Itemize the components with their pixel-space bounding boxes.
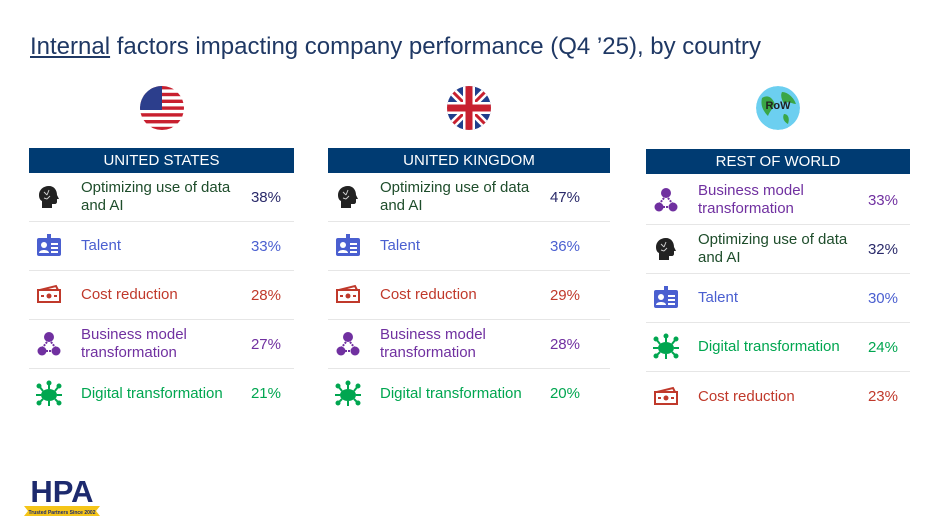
- org-network-icon: [35, 330, 63, 358]
- factor-percent: 27%: [250, 335, 281, 353]
- factor-list: Optimizing use of data and AI 38% Talent 33…: [29, 173, 294, 418]
- money-icon: [334, 281, 362, 309]
- factor-row: Digital transformation 24%: [646, 323, 910, 372]
- svg-text:HPA: HPA: [30, 474, 93, 509]
- factor-percent: 24%: [867, 338, 898, 356]
- factor-label: Talent: [698, 289, 739, 306]
- factor-percent: 29%: [549, 286, 580, 304]
- title-text: factors impacting company performance (Q…: [110, 33, 762, 60]
- org-network-icon: [652, 186, 680, 214]
- factor-label: Optimizing use of data and AI: [698, 231, 848, 266]
- id-badge-icon: [334, 232, 362, 260]
- country-header: UNITED STATES: [29, 148, 294, 173]
- title-emphasis: Internal: [30, 33, 111, 60]
- factor-percent: 30%: [867, 289, 898, 307]
- id-badge-icon: [35, 232, 63, 260]
- id-badge-icon: [652, 284, 680, 312]
- uk-flag-icon: [447, 86, 491, 130]
- virus-network-icon: [35, 380, 63, 408]
- virus-network-icon: [652, 333, 680, 361]
- brain-head-icon: [35, 183, 63, 211]
- brain-head-icon: [652, 235, 680, 263]
- factor-row: Talent 33%: [29, 222, 294, 271]
- factor-label: Talent: [81, 237, 122, 254]
- factor-label: Optimizing use of data and AI: [81, 179, 231, 214]
- factor-percent: 23%: [867, 388, 898, 405]
- factor-label: Business model transformation: [698, 182, 804, 217]
- factor-row: Optimizing use of data and AI 38%: [29, 173, 294, 222]
- factor-percent: 47%: [549, 188, 580, 206]
- factor-percent: 20%: [549, 385, 580, 402]
- factor-percent: 33%: [867, 191, 898, 209]
- factor-row: Cost reduction 29%: [328, 271, 610, 320]
- factor-percent: 28%: [250, 286, 281, 304]
- factor-label: Digital transformation: [698, 338, 840, 355]
- virus-network-icon: [334, 380, 362, 408]
- money-icon: [652, 383, 680, 411]
- country-header: UNITED KINGDOM: [328, 148, 610, 173]
- brain-head-icon: [334, 183, 362, 211]
- factor-row: Talent 30%: [646, 274, 910, 323]
- factor-row: Digital transformation 21%: [29, 369, 294, 418]
- factor-label: Optimizing use of data and AI: [380, 179, 530, 214]
- country-header: REST OF WORLD: [646, 149, 910, 174]
- factor-label: Cost reduction: [380, 286, 477, 303]
- svg-text:Trusted Partners Since 2002: Trusted Partners Since 2002: [29, 510, 96, 516]
- page-title: Internal factors impacting company perfo…: [30, 33, 761, 61]
- factor-label: Talent: [380, 237, 421, 254]
- row-label-badge: RoW: [765, 100, 791, 112]
- factor-percent: 38%: [250, 188, 281, 206]
- factor-row: Digital transformation 20%: [328, 369, 610, 418]
- org-network-icon: [334, 330, 362, 358]
- factor-row: Optimizing use of data and AI 32%: [646, 225, 910, 274]
- factor-label: Cost reduction: [81, 286, 178, 303]
- factor-percent: 28%: [549, 335, 580, 353]
- money-icon: [35, 281, 63, 309]
- factor-row: Business model transformation 33%: [646, 176, 910, 225]
- factor-label: Business model transformation: [81, 326, 187, 361]
- factor-row: Business model transformation 28%: [328, 320, 610, 369]
- factor-label: Cost reduction: [698, 387, 795, 405]
- factor-percent: 21%: [250, 385, 281, 402]
- factor-percent: 33%: [250, 237, 281, 255]
- factor-percent: 36%: [549, 237, 580, 255]
- factor-row: Cost reduction 28%: [29, 271, 294, 320]
- factor-row: Cost reduction 23%: [646, 372, 910, 421]
- factor-label: Business model transformation: [380, 326, 486, 361]
- hpa-logo: HPA Trusted Partners Since 2002: [22, 474, 102, 523]
- factor-row: Business model transformation 27%: [29, 320, 294, 369]
- factor-percent: 32%: [867, 240, 898, 258]
- us-flag-icon: [139, 86, 184, 130]
- globe-icon: RoW: [756, 86, 800, 130]
- factor-row: Optimizing use of data and AI 47%: [328, 173, 610, 222]
- factor-label: Digital transformation: [380, 384, 522, 402]
- factor-row: Talent 36%: [328, 222, 610, 271]
- factor-list: Business model transformation 33% Optimizi…: [646, 176, 910, 421]
- factor-label: Digital transformation: [81, 384, 223, 402]
- factor-list: Optimizing use of data and AI 47% Talent 36…: [328, 173, 610, 418]
